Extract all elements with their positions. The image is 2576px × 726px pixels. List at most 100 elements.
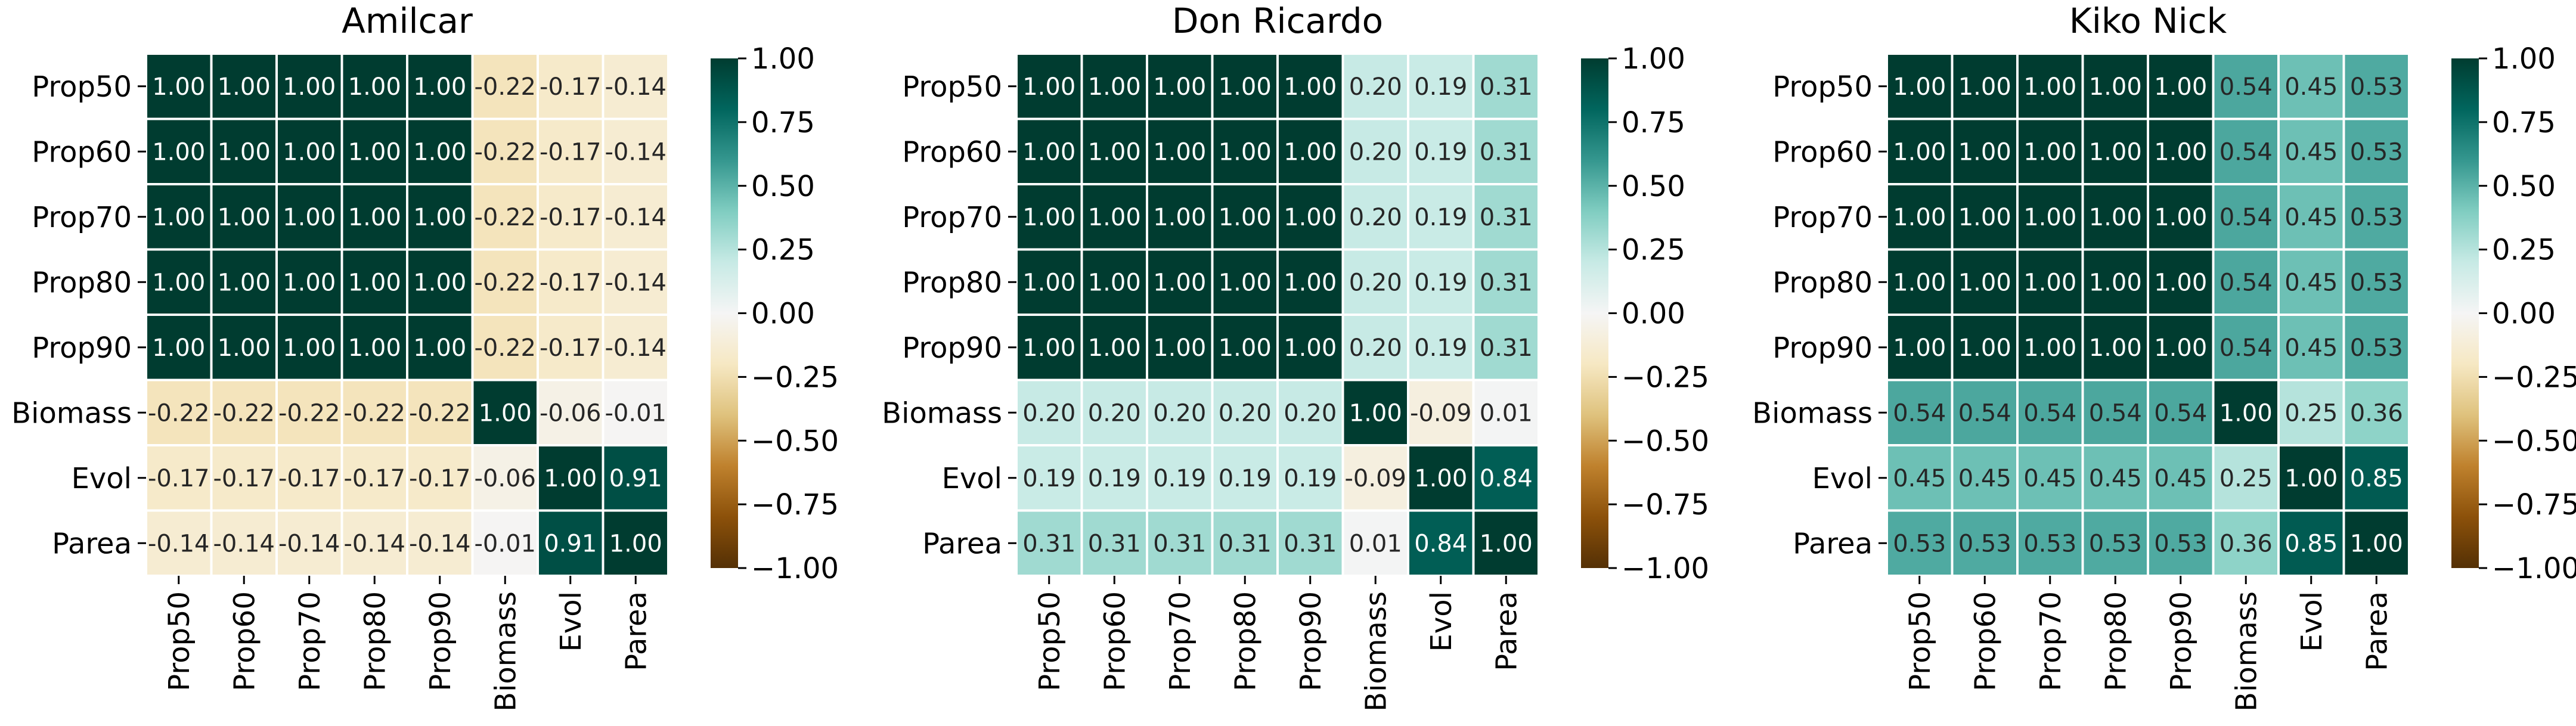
x-tick-label: Prop70 [2034, 591, 2067, 691]
cell-value-label: 1.00 [2023, 204, 2076, 231]
heatmap-cell [1472, 117, 1540, 185]
y-tick-label: Prop60 [32, 135, 132, 169]
heatmap-cell [2147, 117, 2215, 185]
cell-value-label: 1.00 [1284, 269, 1337, 296]
y-tick-label: Biomass [1752, 396, 1873, 430]
heatmap-cell [1276, 314, 1344, 381]
heatmap-cell [2147, 378, 2215, 446]
cell-value-label: 1.00 [1958, 138, 2011, 166]
colorbar-tick-label: −0.50 [1622, 424, 1709, 458]
y-tick-label: Prop90 [1772, 331, 1873, 365]
cell-value-label: 1.00 [152, 138, 205, 166]
cell-value-label: -0.17 [344, 465, 406, 492]
heatmap-cell [340, 378, 408, 446]
heatmap-cell [2212, 314, 2280, 381]
heatmap-cell [210, 444, 278, 512]
cell-value-label: 1.00 [1022, 73, 1075, 101]
x-tick-label: Biomass [1359, 591, 1393, 712]
cell-value-label: 1.00 [1414, 465, 1467, 492]
cell-value-label: -0.22 [409, 399, 471, 427]
cell-value-label: 0.20 [1349, 138, 1402, 166]
heatmap-cell [2342, 248, 2410, 316]
heatmap-cell [275, 52, 343, 120]
cell-value-label: -0.06 [540, 399, 602, 427]
heatmap-cell [1341, 314, 1409, 381]
cell-value-label: 1.00 [1153, 334, 1206, 362]
cell-value-label: 0.31 [1022, 530, 1075, 557]
cell-value-label: 0.19 [1414, 73, 1467, 101]
cell-value-label: 1.00 [1219, 138, 1272, 166]
colorbar-tick-label: 1.00 [1622, 42, 1685, 76]
cell-value-label: 0.19 [1414, 138, 1467, 166]
heatmap-cell [1407, 444, 1475, 512]
cell-value-label: 1.00 [348, 269, 401, 296]
cell-value-label: 1.00 [1088, 269, 1141, 296]
x-tick-label: Prop50 [163, 591, 196, 691]
cell-value-label: 0.01 [1480, 399, 1533, 427]
cell-value-label: -0.09 [1410, 399, 1472, 427]
colorbar [2451, 58, 2479, 568]
cell-value-label: 0.53 [2350, 334, 2403, 362]
cell-value-label: -0.06 [475, 465, 537, 492]
cell-value-label: 1.00 [1153, 204, 1206, 231]
y-tick-label: Prop70 [902, 201, 1002, 234]
cell-value-label: 0.31 [1088, 530, 1141, 557]
cell-value-label: 1.00 [1219, 334, 1272, 362]
cell-value-label: 0.53 [2154, 530, 2207, 557]
cell-value-label: 1.00 [2023, 269, 2076, 296]
colorbar-tick-label: 0.75 [1622, 106, 1685, 139]
heatmap-cell [2342, 378, 2410, 446]
cell-value-label: 1.00 [1088, 204, 1141, 231]
heatmap-cell [2016, 314, 2084, 381]
cell-value-label: 0.53 [2350, 73, 2403, 101]
heatmap-cell [537, 117, 605, 185]
heatmap-cell [1146, 378, 1214, 446]
heatmap-cell [1276, 52, 1344, 120]
heatmap-cell [2081, 314, 2149, 381]
cell-value-label: 1.00 [218, 334, 271, 362]
cell-value-label: 1.00 [2089, 138, 2142, 166]
colorbar-tick-label: −1.00 [1622, 552, 1709, 585]
heatmap-cell [602, 378, 669, 446]
x-tick-label: Prop90 [424, 591, 457, 691]
cell-value-label: 1.00 [2154, 204, 2207, 231]
heatmap-cell [210, 52, 278, 120]
cell-value-label: 0.20 [1284, 399, 1337, 427]
cell-value-label: 0.45 [1958, 465, 2011, 492]
cell-value-label: 1.00 [1088, 138, 1141, 166]
heatmap-cell [2147, 248, 2215, 316]
cell-value-label: 1.00 [413, 334, 466, 362]
cell-value-label: 1.00 [413, 204, 466, 231]
colorbar-tick-label: 0.75 [2492, 106, 2556, 139]
heatmap-cell [2147, 52, 2215, 120]
cell-value-label: 0.54 [2023, 399, 2076, 427]
heatmap-cell [2081, 444, 2149, 512]
heatmap-cell [2342, 314, 2410, 381]
heatmap-cell [1472, 52, 1540, 120]
cell-value-label: 0.45 [2284, 269, 2338, 296]
cell-value-label: 1.00 [1022, 334, 1075, 362]
heatmap-cell [406, 183, 474, 251]
colorbar-tick-label: −0.75 [751, 488, 839, 522]
y-tick-label: Parea [922, 527, 1002, 560]
colorbar-tick-label: 0.00 [2492, 297, 2556, 331]
cell-value-label: 0.19 [1284, 465, 1337, 492]
cell-value-label: 0.19 [1414, 269, 1467, 296]
cell-value-label: 1.00 [2154, 138, 2207, 166]
heatmap-cell [602, 52, 669, 120]
heatmap-cell [602, 117, 669, 185]
heatmap-cell [537, 183, 605, 251]
cell-value-label: 0.45 [2284, 334, 2338, 362]
heatmap-cell [1472, 183, 1540, 251]
cell-value-label: -0.22 [475, 73, 537, 101]
heatmap-cell [340, 117, 408, 185]
cell-value-label: -0.22 [213, 399, 275, 427]
y-tick-label: Prop50 [32, 70, 132, 104]
x-tick-label: Prop50 [1033, 591, 1067, 691]
colorbar-tick-label: −0.75 [2492, 488, 2576, 522]
heatmap-cell [145, 378, 213, 446]
cell-value-label: 0.45 [2284, 73, 2338, 101]
y-tick-label: Prop90 [32, 331, 132, 365]
cell-value-label: -0.14 [605, 204, 667, 231]
cell-value-label: 1.00 [283, 73, 336, 101]
